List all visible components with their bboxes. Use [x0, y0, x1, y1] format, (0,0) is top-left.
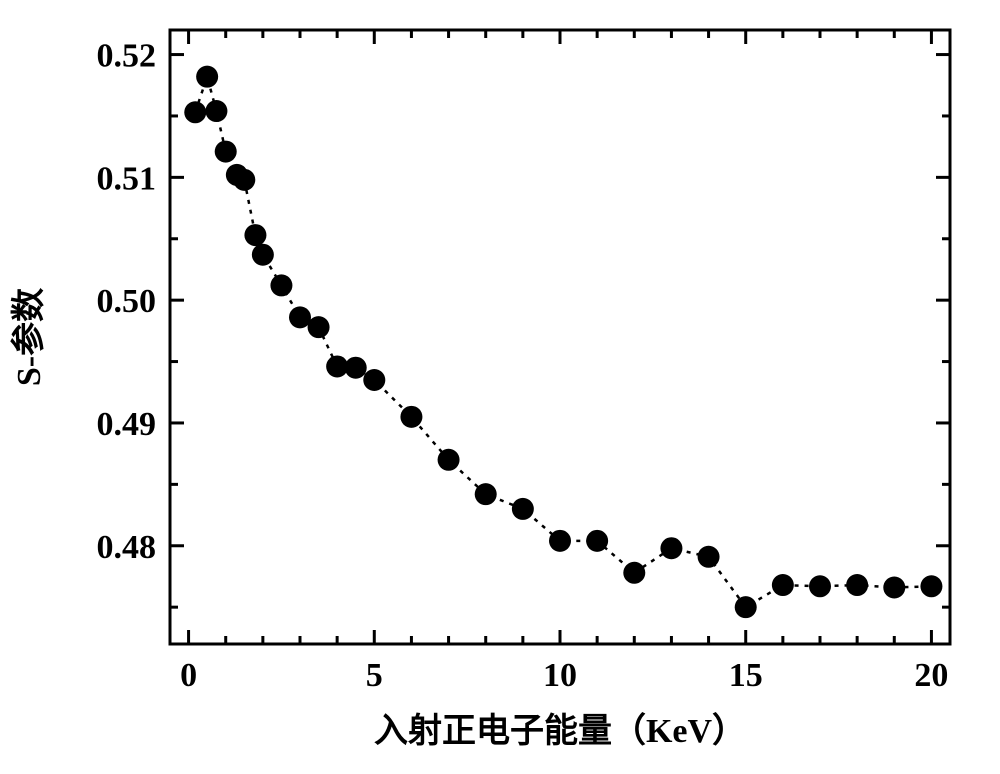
data-point — [512, 498, 534, 520]
y-tick-label: 0.52 — [97, 38, 157, 75]
data-point — [475, 483, 497, 505]
chart-svg: 0 5 10 15 20 0.48 0.49 0.50 0.51 0.52 入射正电子能量（KeV）… — [0, 0, 1000, 774]
data-point — [698, 546, 720, 568]
y-axis-label: S-参数 — [10, 288, 48, 386]
data-point — [735, 596, 757, 618]
data-point — [270, 274, 292, 296]
data-point — [363, 369, 385, 391]
data-point — [772, 574, 794, 596]
data-point — [233, 169, 255, 191]
data-point — [809, 575, 831, 597]
data-point — [196, 66, 218, 88]
x-tick-label: 0 — [180, 657, 197, 694]
data-point — [252, 244, 274, 266]
data-point — [920, 575, 942, 597]
data-point — [400, 406, 422, 428]
x-tick-label: 10 — [543, 657, 577, 694]
data-point — [623, 562, 645, 584]
data-point — [883, 577, 905, 599]
data-point — [308, 316, 330, 338]
x-tick-label: 20 — [914, 657, 948, 694]
data-point — [438, 449, 460, 471]
y-tick-label: 0.51 — [97, 160, 157, 197]
data-point — [660, 537, 682, 559]
data-point — [215, 141, 237, 163]
data-point — [184, 101, 206, 123]
data-point — [289, 306, 311, 328]
y-tick-label: 0.49 — [97, 406, 157, 443]
data-point — [244, 224, 266, 246]
x-axis-label: 入射正电子能量（KeV） — [374, 711, 746, 750]
x-tick-label: 15 — [729, 657, 763, 694]
data-point — [205, 100, 227, 122]
x-tick-label: 5 — [366, 657, 383, 694]
y-tick-label: 0.48 — [97, 529, 157, 566]
chart-container: 0 5 10 15 20 0.48 0.49 0.50 0.51 0.52 入射正电子能量（KeV）… — [0, 0, 1000, 774]
data-point — [549, 530, 571, 552]
y-tick-label: 0.50 — [97, 283, 157, 320]
data-point — [345, 357, 367, 379]
data-point — [846, 574, 868, 596]
data-point — [586, 530, 608, 552]
